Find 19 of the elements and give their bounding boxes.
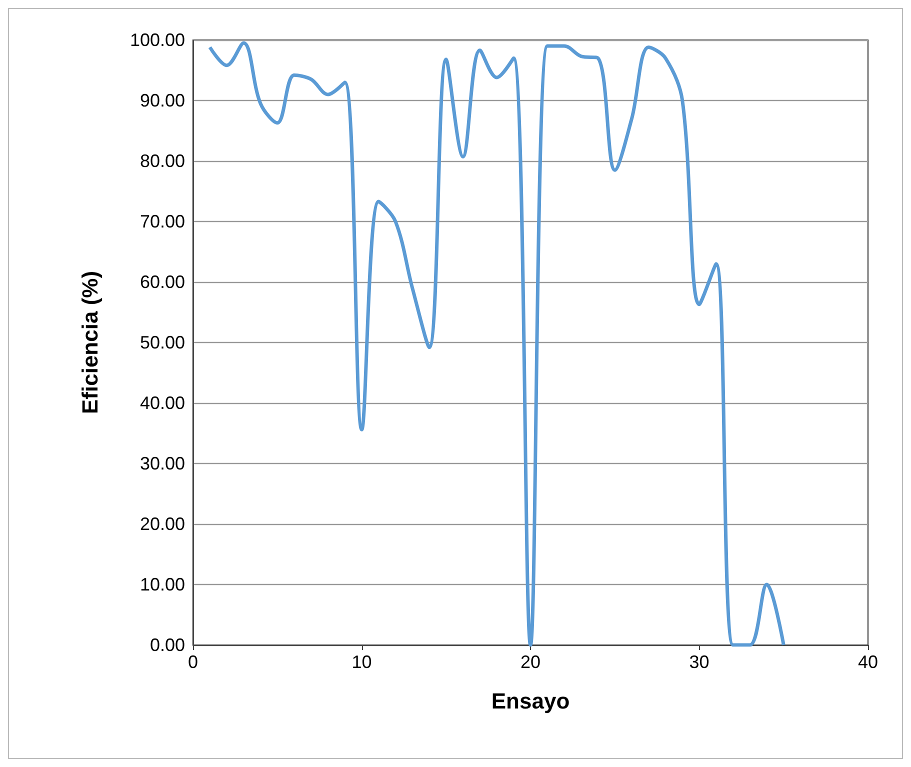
- y-axis-title: Eficiencia (%): [78, 270, 102, 414]
- y-tick-label: 70.00: [140, 212, 185, 232]
- y-tick-label: 90.00: [140, 90, 185, 110]
- x-tick-label: 10: [352, 652, 372, 672]
- y-tick-label: 60.00: [140, 272, 185, 292]
- line-series: [208, 41, 786, 647]
- x-axis-title: Ensayo: [491, 688, 570, 714]
- x-tick-label: 0: [188, 652, 198, 672]
- y-tick-label: 30.00: [140, 454, 185, 474]
- y-tick-label: 0.00: [150, 635, 185, 655]
- y-tick-label: 20.00: [140, 514, 185, 534]
- x-tick-label: 20: [520, 652, 541, 672]
- y-tick-label: 80.00: [140, 151, 185, 171]
- y-tick-label: 50.00: [140, 332, 185, 352]
- y-tick-label: 10.00: [140, 574, 185, 594]
- x-tick-label: 30: [689, 652, 710, 672]
- y-tick-label: 100.00: [130, 30, 185, 50]
- x-tick-label: 40: [858, 652, 878, 672]
- y-tick-label: 40.00: [140, 393, 185, 413]
